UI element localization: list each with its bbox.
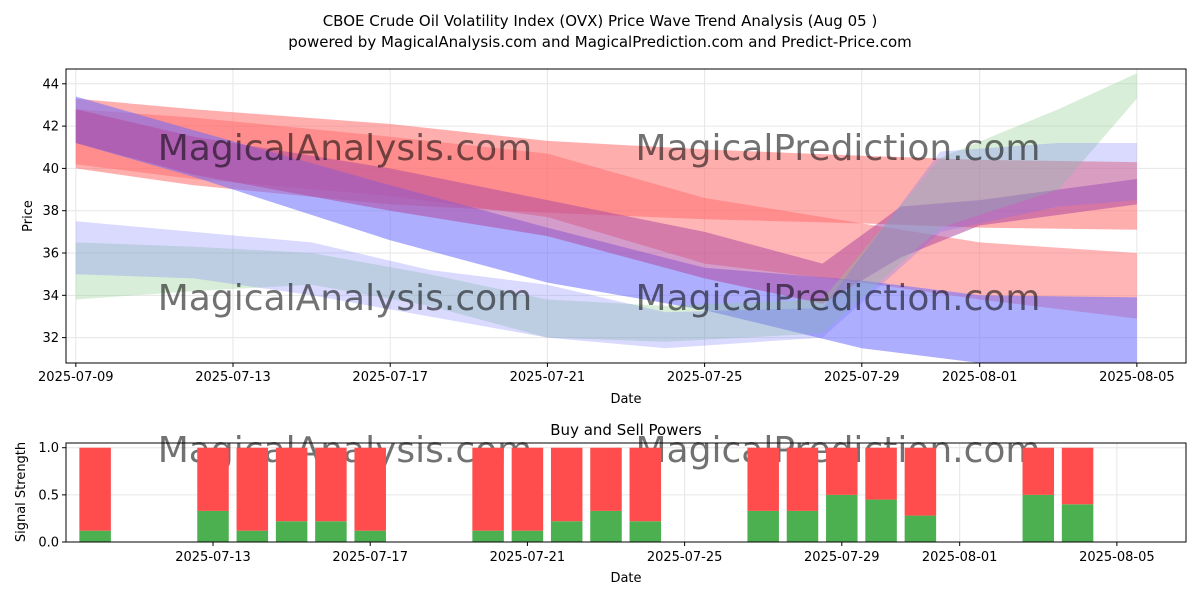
buy-bar [472, 530, 504, 542]
signal-plot-frame [65, 442, 1187, 543]
price-x-tick-label: 2025-08-05 [1099, 370, 1175, 385]
buy-bar [79, 530, 111, 542]
price-y-tick-label: 42 [42, 120, 59, 135]
buy-bar [904, 515, 937, 542]
price-x-tick-label: 2025-08-01 [942, 370, 1018, 385]
price-x-tick-label: 2025-07-25 [667, 370, 743, 385]
sell-bar [550, 447, 583, 522]
sell-bar [629, 447, 662, 522]
buy-bar [865, 499, 897, 542]
price-x-tick-label: 2025-07-13 [195, 370, 271, 385]
signal-x-ticks: 2025-07-13 2025-07-17 2025-07-21 2025-07-25… [175, 542, 1155, 565]
sell-bar [865, 447, 897, 500]
sell-bar [315, 447, 347, 522]
signal-x-label: Date [610, 571, 641, 586]
wave-band-purple-band [75, 109, 1137, 304]
buy-bar [590, 510, 622, 542]
price-y-ticks: 32 34 36 38 40 42 44 [42, 77, 66, 346]
sell-bar [1022, 447, 1055, 495]
buy-bar [826, 494, 858, 542]
buy-bar [197, 510, 229, 542]
price-x-tick-label: 2025-07-17 [352, 370, 428, 385]
signal-y-label: Signal Strength [14, 442, 29, 542]
price-y-tick-label: 32 [42, 331, 59, 346]
buy-bar [236, 530, 269, 542]
buy-bar [786, 510, 819, 542]
signal-chart-title: Buy and Sell Powers [550, 421, 702, 439]
price-y-tick-label: 40 [42, 162, 59, 177]
buy-bar [747, 510, 779, 542]
sell-bar [590, 447, 622, 511]
sell-bar [1061, 447, 1094, 505]
buy-bar [550, 521, 583, 542]
signal-x-tick-label: 2025-07-29 [804, 550, 880, 565]
watermark-prediction-mid: MagicalPrediction.com [636, 278, 1041, 319]
sell-bar [236, 447, 269, 531]
buy-bar [1061, 504, 1094, 542]
figure-title-line2: powered by MagicalAnalysis.com and Magic… [288, 33, 912, 51]
price-x-tick-label: 2025-07-21 [510, 370, 586, 385]
buy-bar [315, 521, 347, 542]
price-x-label: Date [610, 392, 641, 407]
sell-bar [747, 447, 779, 511]
wave-band-light-blue-band [75, 143, 1137, 349]
sell-bar [275, 447, 308, 522]
price-chart: MagicalAnalysis.com MagicalPrediction.co… [21, 68, 1187, 407]
buy-bar [275, 521, 308, 542]
buy-bar [354, 530, 386, 542]
sell-bar [354, 447, 386, 531]
signal-x-tick-label: 2025-08-05 [1079, 550, 1155, 565]
sell-bar [197, 447, 229, 511]
signal-y-tick-label: 0.5 [38, 488, 59, 503]
signal-y-tick-label: 1.0 [38, 441, 59, 456]
signal-chart: Buy and Sell Powers MagicalAnalysis.com … [14, 421, 1187, 586]
signal-x-tick-label: 2025-07-25 [647, 550, 723, 565]
figure-title-line1: CBOE Crude Oil Volatility Index (OVX) Pr… [323, 12, 878, 30]
price-plot-frame [65, 68, 1187, 364]
signal-x-tick-label: 2025-08-01 [922, 550, 998, 565]
signal-y-tick-label: 0.0 [38, 536, 59, 551]
signal-bars [79, 447, 1094, 542]
price-y-tick-label: 34 [42, 289, 59, 304]
sell-bar [79, 447, 111, 531]
sell-bar [786, 447, 819, 511]
price-wave-bands [75, 73, 1137, 363]
price-y-tick-label: 44 [42, 77, 59, 92]
signal-x-tick-label: 2025-07-13 [175, 550, 251, 565]
price-y-tick-label: 38 [42, 204, 59, 219]
price-y-tick-label: 36 [42, 247, 59, 262]
watermark-analysis-mid: MagicalAnalysis.com [158, 278, 532, 319]
buy-bar [1022, 494, 1055, 542]
signal-x-tick-label: 2025-07-17 [332, 550, 408, 565]
signal-x-tick-label: 2025-07-21 [490, 550, 566, 565]
sell-bar [511, 447, 544, 531]
watermark-analysis-top: MagicalAnalysis.com [158, 128, 532, 169]
signal-y-ticks: 0.0 0.5 1.0 [38, 441, 66, 551]
buy-bar [629, 521, 662, 542]
price-x-ticks: 2025-07-09 2025-07-13 2025-07-17 2025-07-21… [38, 363, 1175, 385]
price-x-tick-label: 2025-07-09 [38, 370, 114, 385]
wave-band-blue-band-1 [75, 96, 1137, 363]
sell-bar [472, 447, 504, 531]
wave-band-green-band [75, 73, 1137, 342]
buy-bar [511, 530, 544, 542]
sell-bar [826, 447, 858, 495]
price-y-label: Price [21, 200, 36, 232]
price-x-tick-label: 2025-07-29 [824, 370, 900, 385]
sell-bar [904, 447, 937, 516]
watermark-prediction-top: MagicalPrediction.com [636, 128, 1041, 169]
